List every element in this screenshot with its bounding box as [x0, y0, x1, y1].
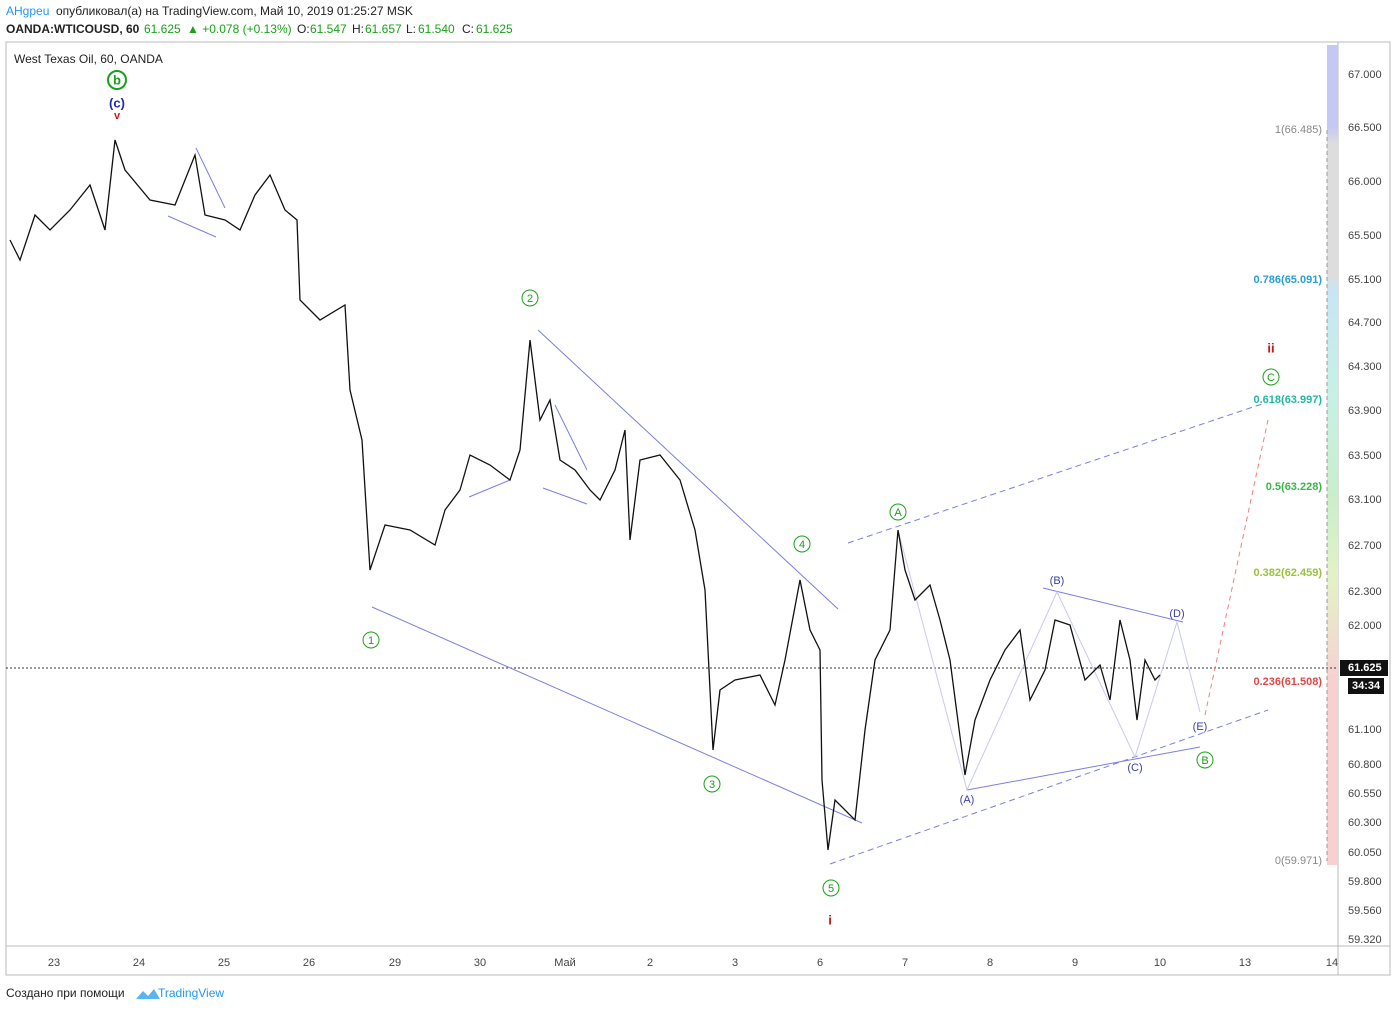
date-label: 23 [48, 957, 60, 969]
price-label: 59.800 [1348, 876, 1382, 888]
wave-label: (C) [1127, 762, 1142, 774]
wave-label: (E) [1193, 721, 1208, 733]
tv-logo [136, 989, 160, 999]
date-label: 30 [474, 957, 486, 969]
published: опубликовал(а) на TradingView.com, Май 1… [56, 4, 413, 18]
date-label: 25 [218, 957, 230, 969]
price-series [9, 139, 1161, 851]
price-label: 60.800 [1348, 759, 1382, 771]
wave-label: (c) [109, 95, 125, 110]
date-label: 13 [1239, 957, 1251, 969]
l: 61.540 [418, 22, 455, 36]
fib-band [1327, 45, 1338, 865]
wave-label: 2 [527, 293, 533, 305]
price-label: 60.550 [1348, 788, 1382, 800]
symbol-line: OANDA:WTICOUSD, 60 61.625 ▲ +0.078 (+0.1… [6, 22, 513, 36]
c: 61.625 [476, 22, 513, 36]
chart-frame [5, 41, 1391, 976]
wave-label: (B) [1050, 575, 1065, 587]
price-label: 62.300 [1348, 586, 1382, 598]
price-label: 64.300 [1348, 361, 1382, 373]
date-label: 8 [987, 957, 993, 969]
date-label: 2 [647, 957, 653, 969]
price-label: 63.900 [1348, 405, 1382, 417]
fib-labels: 1(66.485) 0.786(65.091) 0.618(63.997) 0.… [1254, 124, 1323, 867]
timer: 34:34 [1352, 680, 1381, 692]
wave-labels: b (c) v 1 2 3 4 5 i A (A) (B) (C) (D) (E… [107, 70, 1280, 927]
o-label: O: [297, 22, 310, 36]
change: ▲ +0.078 (+0.13%) [187, 22, 292, 36]
wave-label: 3 [709, 779, 715, 791]
date-label: 3 [732, 957, 738, 969]
wave-label: A [894, 507, 902, 519]
price-label: 65.100 [1348, 274, 1382, 286]
wave-label: 4 [799, 539, 805, 551]
wave-label: b [113, 72, 121, 87]
author[interactable]: AHgpeu [6, 4, 49, 18]
date-label: Май [554, 957, 576, 969]
price-label: 62.700 [1348, 540, 1382, 552]
o: 61.547 [310, 22, 347, 36]
date-label: 14 [1326, 957, 1338, 969]
c-label: C: [462, 22, 474, 36]
fib-label: 1(66.485) [1275, 124, 1322, 136]
h-label: H: [352, 22, 364, 36]
date-label: 10 [1154, 957, 1166, 969]
date-label: 9 [1072, 957, 1078, 969]
price-label: 64.700 [1348, 317, 1382, 329]
price-label: 62.000 [1348, 620, 1382, 632]
footer-text: Создано при помощи [6, 986, 125, 1000]
date-label: 26 [303, 957, 315, 969]
price-label: 63.500 [1348, 450, 1382, 462]
price-label: 59.320 [1348, 934, 1382, 946]
price-label: 66.500 [1348, 122, 1382, 134]
footer-brand[interactable]: TradingView [158, 986, 224, 1000]
wave-label: i [828, 912, 832, 927]
fib-label: 0.786(65.091) [1254, 274, 1323, 286]
last: 61.625 [144, 22, 181, 36]
wave-label: ii [1267, 340, 1274, 355]
l-label: L: [406, 22, 416, 36]
legend: West Texas Oil, 60, OANDA [14, 52, 163, 66]
price-label: 67.000 [1348, 69, 1382, 81]
price-tag: 61.625 [1348, 662, 1382, 674]
wave-label: 1 [368, 635, 374, 647]
price-label: 60.300 [1348, 817, 1382, 829]
date-label: 24 [133, 957, 145, 969]
symbol: OANDA:WTICOUSD, 60 [6, 22, 140, 36]
wave-label: 5 [828, 883, 834, 895]
fib-label: 0.236(61.508) [1254, 676, 1323, 688]
date-label: 6 [817, 957, 823, 969]
price-label: 63.100 [1348, 494, 1382, 506]
wave-label: C [1267, 372, 1275, 384]
fib-label: 0.618(63.997) [1254, 394, 1323, 406]
price-label: 60.050 [1348, 847, 1382, 859]
date-label: 29 [389, 957, 401, 969]
time-axis: 23 24 25 26 29 30 Май 2 3 6 7 8 9 10 13 … [48, 957, 1338, 969]
fib-label: 0(59.971) [1275, 855, 1322, 867]
price-label: 61.100 [1348, 724, 1382, 736]
price-label: 66.000 [1348, 176, 1382, 188]
fib-label: 0.382(62.459) [1254, 567, 1323, 579]
wave-label: v [114, 110, 121, 122]
trend-lines [167, 147, 1269, 865]
wave-label: B [1201, 755, 1208, 767]
price-axis: 67.000 66.500 66.000 65.500 65.100 64.70… [1348, 69, 1382, 946]
price-label: 59.560 [1348, 905, 1382, 917]
date-label: 7 [902, 957, 908, 969]
wave-label: (A) [960, 794, 975, 806]
price-label: 65.500 [1348, 230, 1382, 242]
wave-label: (D) [1169, 608, 1184, 620]
h: 61.657 [365, 22, 402, 36]
price-tag-bg [1340, 660, 1388, 676]
fib-label: 0.5(63.228) [1266, 481, 1323, 493]
timer-bg [1348, 678, 1384, 694]
